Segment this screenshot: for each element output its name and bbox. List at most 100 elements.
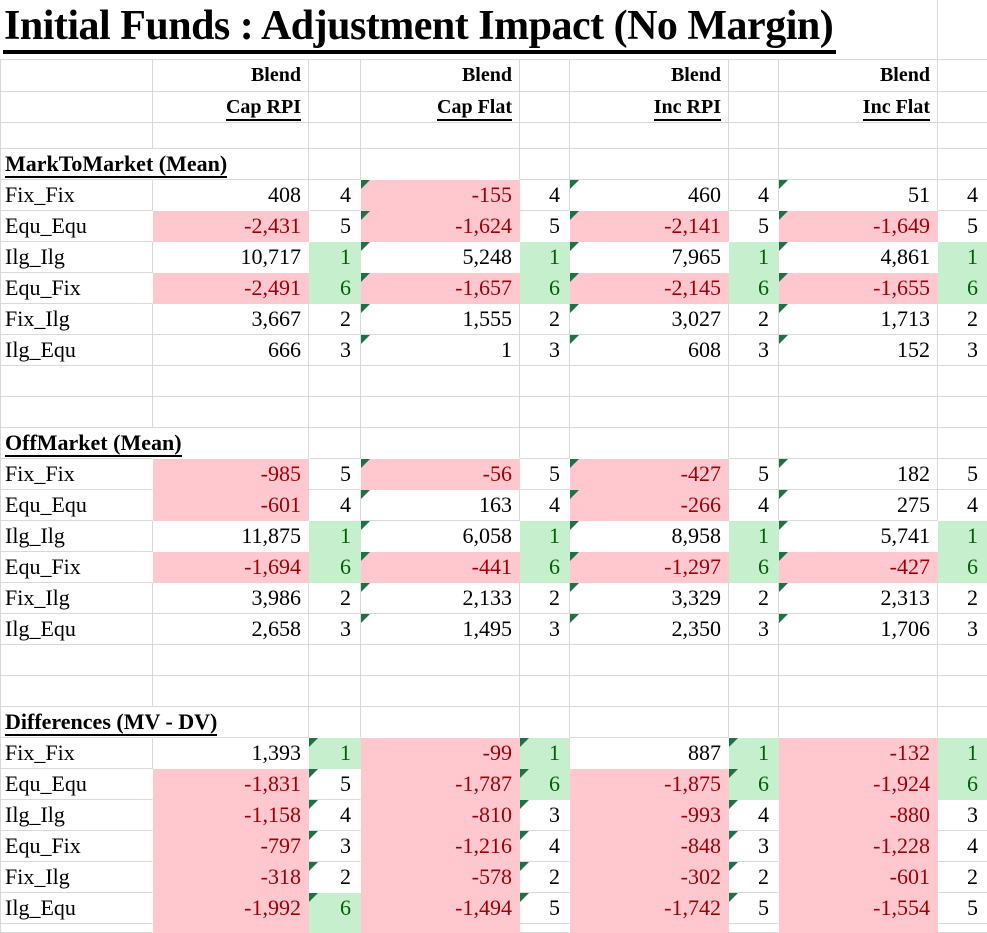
- row-label-cell[interactable]: Ilg_Ilg: [1, 521, 153, 552]
- rank-cell[interactable]: 3: [938, 800, 987, 831]
- rank-cell[interactable]: 1: [309, 242, 361, 273]
- cell[interactable]: [938, 123, 987, 149]
- cell[interactable]: [729, 645, 779, 676]
- rank-cell[interactable]: 3: [938, 614, 987, 645]
- value-cell[interactable]: 163: [361, 490, 520, 521]
- cell[interactable]: [153, 924, 309, 933]
- rank-cell[interactable]: 4: [938, 180, 987, 211]
- value-cell[interactable]: -797: [153, 831, 309, 862]
- rank-cell[interactable]: 1: [938, 521, 987, 552]
- rank-cell[interactable]: 5: [758, 213, 769, 238]
- value-cell[interactable]: 3,986: [153, 583, 309, 614]
- value-cell[interactable]: -601: [779, 862, 938, 893]
- cell[interactable]: [1, 92, 153, 123]
- section-header-cell[interactable]: MarkToMarket (Mean): [1, 149, 228, 180]
- value-cell[interactable]: 887: [688, 740, 721, 765]
- value-cell[interactable]: 2,350: [570, 614, 729, 645]
- value-cell[interactable]: -266: [570, 490, 729, 521]
- value-cell[interactable]: -1,831: [153, 769, 309, 800]
- row-label-cell[interactable]: Fix_Ilg: [1, 304, 153, 335]
- value-cell[interactable]: -1,297: [570, 552, 729, 583]
- rank-cell[interactable]: 5: [549, 213, 560, 238]
- cell[interactable]: [938, 366, 987, 397]
- rank-cell[interactable]: 3: [520, 614, 570, 645]
- value-cell[interactable]: 1: [361, 335, 520, 366]
- value-cell[interactable]: -427: [570, 459, 729, 490]
- rank-cell[interactable]: 2: [938, 304, 987, 335]
- section-header-cell[interactable]: Differences (MV - DV): [1, 707, 218, 738]
- rank-cell[interactable]: 2: [729, 583, 779, 614]
- value-cell[interactable]: -1,742: [570, 893, 729, 924]
- rank-cell[interactable]: 6: [520, 273, 570, 304]
- rank-cell[interactable]: 3: [309, 831, 361, 862]
- cell[interactable]: [938, 428, 987, 459]
- value-cell[interactable]: 1,706: [779, 614, 938, 645]
- value-cell[interactable]: 4,861: [779, 242, 938, 273]
- row-label-cell[interactable]: Equ_Fix: [1, 831, 153, 862]
- cell[interactable]: [570, 924, 729, 933]
- cell[interactable]: [153, 707, 309, 738]
- cell[interactable]: [570, 645, 729, 676]
- column-header-cell[interactable]: Inc RPI: [570, 92, 729, 123]
- rank-cell[interactable]: 2: [938, 862, 987, 893]
- rank-cell[interactable]: 2: [309, 583, 361, 614]
- value-cell[interactable]: 275: [779, 490, 938, 521]
- value-cell[interactable]: 2,313: [779, 583, 938, 614]
- cell[interactable]: [520, 123, 570, 149]
- rank-cell[interactable]: 1: [729, 242, 779, 273]
- cell[interactable]: [153, 149, 309, 180]
- cell[interactable]: [309, 428, 361, 459]
- rank-cell[interactable]: 6: [520, 552, 570, 583]
- cell[interactable]: [361, 397, 520, 428]
- cell[interactable]: [153, 366, 309, 397]
- rank-cell[interactable]: 2: [309, 862, 361, 893]
- row-label-cell[interactable]: Equ_Fix: [1, 273, 153, 304]
- cell[interactable]: [938, 397, 987, 428]
- rank-cell[interactable]: 6: [309, 273, 361, 304]
- cell[interactable]: [938, 707, 987, 738]
- cell[interactable]: [779, 645, 938, 676]
- rank-cell[interactable]: 3: [520, 335, 570, 366]
- value-cell[interactable]: -2,491: [153, 273, 309, 304]
- cell[interactable]: [570, 123, 729, 149]
- cell[interactable]: [309, 92, 361, 123]
- column-header-cell[interactable]: Blend: [779, 60, 938, 92]
- column-header-cell[interactable]: Blend: [153, 60, 309, 92]
- rank-cell[interactable]: 3: [729, 335, 779, 366]
- rank-cell[interactable]: 3: [729, 614, 779, 645]
- value-cell[interactable]: 3,329: [570, 583, 729, 614]
- cell[interactable]: [729, 428, 779, 459]
- rank-cell[interactable]: 4: [309, 180, 361, 211]
- cell[interactable]: [520, 366, 570, 397]
- cell[interactable]: [520, 149, 570, 180]
- rank-cell[interactable]: 5: [309, 769, 361, 800]
- value-cell[interactable]: 51: [779, 180, 938, 211]
- cell[interactable]: [570, 397, 729, 428]
- rank-cell[interactable]: 1: [309, 738, 361, 769]
- rank-cell[interactable]: 2: [309, 304, 361, 335]
- value-cell[interactable]: 10,717: [240, 244, 302, 269]
- value-cell[interactable]: 6,058: [361, 521, 520, 552]
- value-cell[interactable]: 5,741: [779, 521, 938, 552]
- row-label-cell[interactable]: Equ_Fix: [1, 552, 153, 583]
- value-cell[interactable]: 3,027: [570, 304, 729, 335]
- cell[interactable]: [729, 366, 779, 397]
- rank-cell[interactable]: 5: [938, 211, 987, 242]
- cell[interactable]: [938, 676, 987, 707]
- value-cell[interactable]: -1,655: [779, 273, 938, 304]
- rank-cell[interactable]: 2: [520, 304, 570, 335]
- rank-cell[interactable]: 6: [938, 552, 987, 583]
- rank-cell[interactable]: 3: [938, 335, 987, 366]
- column-header-cell[interactable]: Blend: [361, 60, 520, 92]
- cell[interactable]: [153, 428, 309, 459]
- column-header-cell[interactable]: Blend: [570, 60, 729, 92]
- value-cell[interactable]: 666: [153, 335, 309, 366]
- cell[interactable]: [729, 397, 779, 428]
- value-cell[interactable]: -1,494: [361, 893, 520, 924]
- cell[interactable]: [309, 676, 361, 707]
- rank-cell[interactable]: 4: [520, 180, 570, 211]
- rank-cell[interactable]: 3: [520, 800, 570, 831]
- cell[interactable]: [520, 397, 570, 428]
- value-cell[interactable]: -2,431: [153, 211, 309, 242]
- value-cell[interactable]: -1,624: [361, 211, 520, 242]
